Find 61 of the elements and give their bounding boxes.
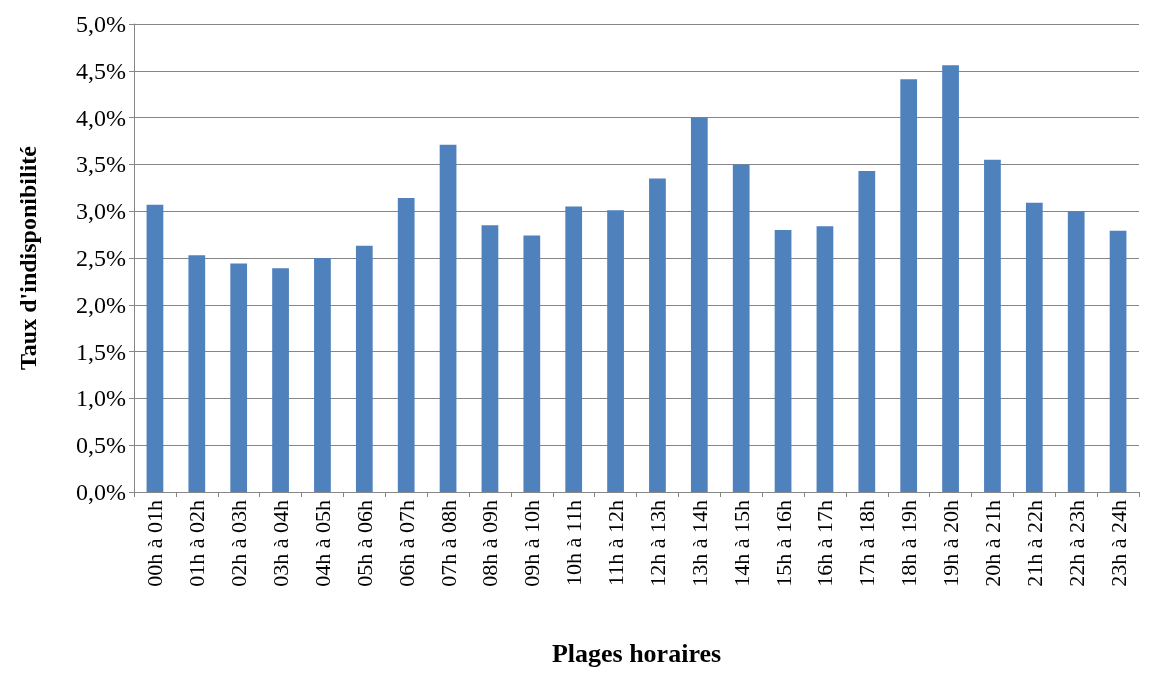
bar (230, 263, 248, 492)
x-tick-label: 22h à 23h (1063, 500, 1089, 587)
bar (690, 117, 708, 492)
x-tick-label: 13h à 14h (686, 500, 712, 587)
bar (188, 255, 206, 492)
x-tick-label: 20h à 21h (979, 500, 1005, 587)
x-tick-label: 16h à 17h (812, 500, 838, 587)
bar (314, 258, 331, 492)
y-tick-label: 0,5% (76, 432, 126, 459)
bar (272, 268, 289, 492)
bar (984, 159, 1001, 492)
y-tick-label: 3,5% (76, 151, 126, 178)
bar (942, 65, 959, 492)
bar (858, 170, 876, 492)
x-tick-label: 23h à 24h (1105, 500, 1131, 587)
y-tick-label: 2,5% (76, 245, 126, 271)
x-tick-label: 07h à 08h (435, 500, 461, 587)
bar (774, 229, 792, 492)
bar (439, 144, 457, 492)
bar (481, 225, 499, 492)
y-tick-label: 0,0% (76, 479, 126, 505)
x-tick-label: 10h à 11h (561, 500, 587, 586)
bar (146, 204, 164, 492)
x-tick-label: 06h à 07h (393, 500, 419, 587)
y-tick-label: 3,0% (76, 198, 126, 225)
x-tick-label: 03h à 04h (268, 500, 294, 587)
y-tick-label: 5,0% (76, 11, 126, 37)
bar (1109, 230, 1127, 492)
x-tick-label: 04h à 05h (309, 500, 335, 587)
bar (607, 210, 624, 492)
bar (355, 245, 373, 492)
bar (649, 178, 666, 492)
x-tick-label: 15h à 16h (770, 500, 796, 587)
y-tick-label: 2,0% (76, 291, 126, 318)
x-tick-label: 00h à 01h (142, 500, 168, 587)
bar (900, 79, 918, 492)
bar (523, 235, 541, 492)
x-tick-label: 21h à 22h (1021, 500, 1047, 587)
x-tick-label: 11h à 12h (603, 500, 629, 586)
bar (816, 226, 834, 492)
bar (1025, 202, 1043, 492)
y-tick-label: 4,0% (76, 104, 126, 131)
bar (1067, 211, 1085, 492)
bar (732, 164, 750, 492)
x-tick-label: 18h à 19h (896, 500, 922, 587)
x-tick-label: 09h à 10h (519, 500, 545, 587)
bar (565, 206, 583, 492)
x-tick-label: 05h à 06h (351, 500, 377, 587)
x-tick-label: 19h à 20h (938, 500, 964, 587)
x-tick-label: 12h à 13h (644, 500, 670, 587)
x-tick-label: 17h à 18h (854, 500, 880, 587)
x-tick-label: 14h à 15h (728, 500, 754, 587)
x-axis-title: Plages horaires (551, 638, 722, 668)
y-axis-title: Taux d'indisponibilité (15, 145, 41, 370)
x-tick-label: 02h à 03h (226, 500, 252, 587)
y-tick-label: 4,5% (76, 57, 126, 84)
y-tick-label: 1,5% (76, 338, 126, 365)
x-tick-label: 08h à 09h (477, 500, 503, 587)
x-tick-label: 01h à 02h (184, 500, 210, 587)
y-tick-label: 1,0% (76, 385, 126, 412)
bar (397, 198, 415, 492)
